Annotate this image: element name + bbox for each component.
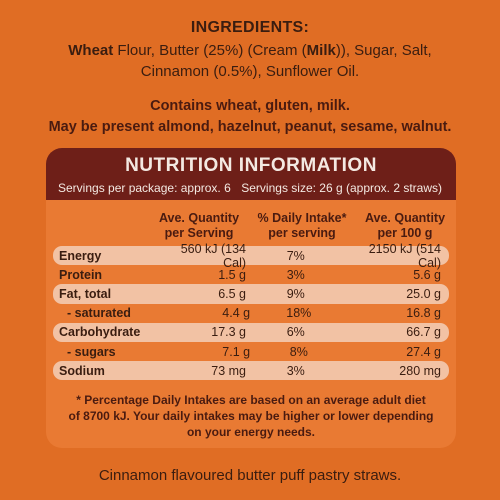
- footnote-line-2: of 8700 kJ. Your daily intakes may be hi…: [68, 409, 434, 423]
- per-serving-value: 6.5 g: [218, 286, 247, 301]
- table-row: Protein 1.5 g 3% 5.6 g: [53, 265, 449, 284]
- footnote-line-3: on your energy needs.: [186, 425, 316, 439]
- serving-size: Servings size: 26 g (approx. 2 straws): [241, 181, 442, 195]
- daily-intake-value: 6%: [286, 325, 305, 340]
- nutrition-panel: NUTRITION INFORMATION Servings per packa…: [46, 148, 456, 448]
- product-description: Cinnamon flavoured butter puff pastry st…: [98, 467, 402, 484]
- header-daily-intake-line1: % Daily Intake*: [257, 211, 347, 225]
- daily-intake-value: 3%: [286, 363, 305, 378]
- daily-intake-value: 8%: [289, 344, 308, 359]
- per-100g-value: 27.4 g: [406, 344, 441, 359]
- table-header-row: Ave. Quantity per Serving % Daily Intake…: [46, 206, 456, 246]
- daily-intake-value: 3%: [286, 267, 305, 282]
- per-100g-value: 25.0 g: [406, 286, 441, 301]
- allergen-statement: Contains wheat, gluten, milk. May be pre…: [0, 96, 500, 138]
- ingredient-line-2: Cinnamon (0.5%), Sunflower Oil.: [140, 63, 360, 80]
- ingredient-text-end: )), Sugar, Salt,: [335, 42, 432, 59]
- ingredient-milk: Milk: [306, 42, 336, 59]
- may-contain-text: May be present almond, hazelnut, peanut,…: [48, 119, 452, 135]
- per-serving-value: 7.1 g: [222, 344, 251, 359]
- table-row: Fat, total 6.5 g 9% 25.0 g: [53, 284, 449, 304]
- table-row: - sugars 7.1 g 8% 27.4 g: [53, 342, 449, 361]
- ingredient-wheat: Wheat: [68, 42, 114, 59]
- footnote-line-1: * Percentage Daily Intakes are based on …: [76, 393, 426, 407]
- table-row: Energy 560 kJ (134 Cal) 7% 2150 kJ (514 Cal…: [53, 242, 449, 270]
- per-serving-value: 73 mg: [211, 363, 247, 378]
- header-per-serving: Ave. Quantity per Serving: [149, 211, 249, 241]
- daily-intake-value: 9%: [286, 286, 305, 301]
- contains-text: Contains wheat, gluten, milk.: [150, 98, 350, 114]
- nutrient-name: Carbohydrate: [59, 325, 141, 340]
- daily-intake-value: 7%: [286, 248, 305, 263]
- header-per-100g-line2: per 100 g: [377, 226, 433, 240]
- nutrient-name: Sodium: [59, 363, 105, 378]
- nutrition-header: NUTRITION INFORMATION Servings per packa…: [46, 148, 456, 200]
- per-100g-value: 280 mg: [399, 363, 441, 378]
- servings-per-package: Servings per package: approx. 6: [58, 181, 231, 195]
- ingredients-section: INGREDIENTS: Wheat Flour, Butter (25%) (…: [0, 18, 500, 138]
- nutrient-name: - saturated: [67, 306, 131, 321]
- header-daily-intake: % Daily Intake* per serving: [249, 211, 355, 241]
- ingredients-title: INGREDIENTS:: [190, 19, 310, 36]
- nutrient-name: - sugars: [67, 344, 116, 359]
- nutrition-table: Ave. Quantity per Serving % Daily Intake…: [46, 206, 456, 381]
- header-per-100g: Ave. Quantity per 100 g: [355, 211, 455, 241]
- per-100g-value: 5.6 g: [413, 267, 441, 282]
- table-row: Sodium 73 mg 3% 280 mg: [53, 361, 449, 381]
- daily-intake-footnote: * Percentage Daily Intakes are based on …: [46, 392, 456, 440]
- header-daily-intake-line2: per serving: [268, 226, 336, 240]
- ingredient-text-mid: Flour, Butter (25%) (Cream (: [113, 42, 307, 59]
- table-row: - saturated 4.4 g 18% 16.8 g: [53, 304, 449, 323]
- per-serving-value: 1.5 g: [218, 267, 247, 282]
- header-per-serving-line2: per Serving: [164, 226, 234, 240]
- per-serving-value: 17.3 g: [211, 325, 247, 340]
- nutrient-name: Energy: [59, 248, 102, 263]
- nutrient-name: Fat, total: [59, 286, 112, 301]
- header-per-serving-line1: Ave. Quantity: [158, 211, 240, 225]
- servings-info: Servings per package: approx. 6 Servings…: [46, 180, 456, 196]
- per-100g-value: 66.7 g: [406, 325, 441, 340]
- ingredients-list: Wheat Flour, Butter (25%) (Cream (Milk))…: [0, 40, 500, 82]
- table-row: Carbohydrate 17.3 g 6% 66.7 g: [53, 322, 449, 342]
- table-body: Energy 560 kJ (134 Cal) 7% 2150 kJ (514 Cal…: [46, 242, 456, 381]
- nutrition-title: NUTRITION INFORMATION: [125, 155, 377, 176]
- per-serving-value: 4.4 g: [222, 306, 251, 321]
- per-100g-value: 16.8 g: [406, 306, 441, 321]
- daily-intake-value: 18%: [286, 306, 312, 321]
- per-serving-value: 560 kJ (134 Cal): [180, 241, 247, 270]
- header-per-100g-line1: Ave. Quantity: [364, 211, 446, 225]
- nutrient-name: Protein: [59, 267, 103, 282]
- per-100g-value: 2150 kJ (514 Cal): [368, 241, 441, 270]
